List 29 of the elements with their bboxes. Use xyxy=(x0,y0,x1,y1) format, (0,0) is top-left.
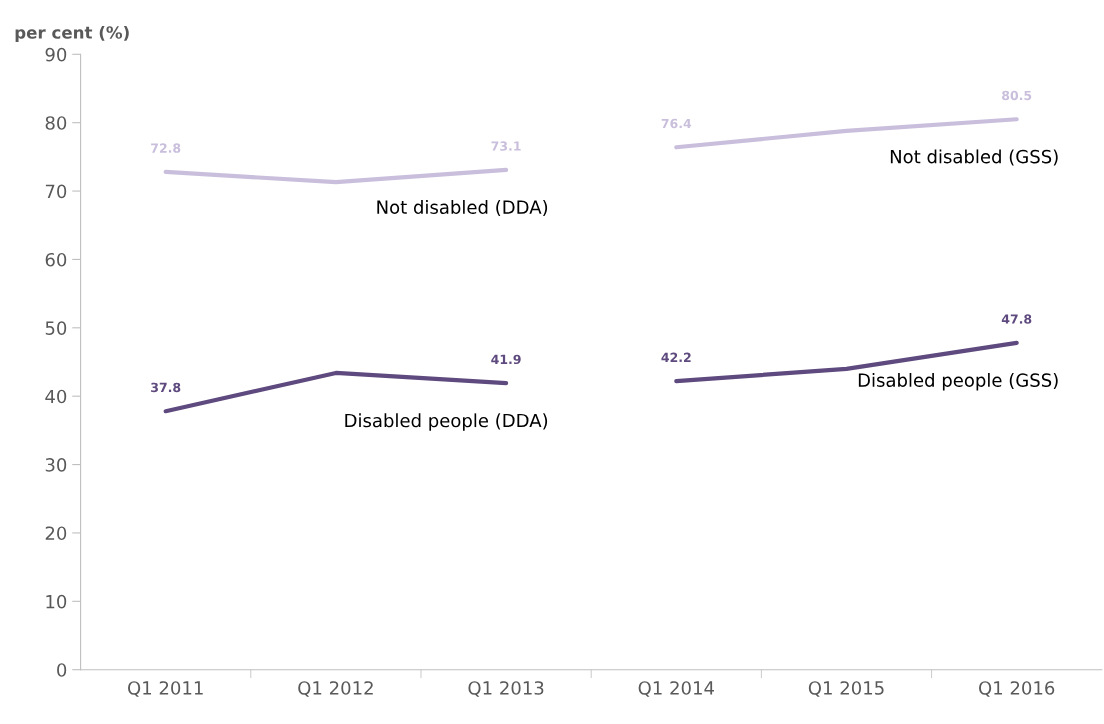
y-tick-label: 40 xyxy=(45,389,67,404)
y-tick-label: 20 xyxy=(45,526,67,541)
y-axis-title: per cent (%) xyxy=(15,25,129,42)
data-label: 80.5 xyxy=(1002,90,1032,101)
x-tick-label: Q1 2015 xyxy=(808,681,884,697)
x-tick-label: Q1 2011 xyxy=(128,681,203,697)
series-label: Not disabled (DDA) xyxy=(377,200,548,217)
data-label: 42.2 xyxy=(661,352,691,362)
y-tick-label: 90 xyxy=(45,47,67,62)
data-label: 73.1 xyxy=(491,141,521,151)
data-label: 76.4 xyxy=(661,118,692,129)
y-tick-label: 80 xyxy=(45,116,67,130)
x-tick-label: Q1 2013 xyxy=(468,681,544,697)
series-label: Not disabled (GSS) xyxy=(890,149,1058,166)
data-label: 47.8 xyxy=(1001,314,1032,324)
series-label: Disabled people (GSS) xyxy=(858,373,1058,391)
text: Disabled people (DDA) xyxy=(345,413,548,431)
x-tick-label: Q1 2012 xyxy=(298,681,373,697)
x-tick-label: Q1 2014 xyxy=(638,681,714,697)
y-tick-label: 70 xyxy=(45,184,67,199)
y-tick-label: 0 xyxy=(57,663,67,677)
data-label: 72.8 xyxy=(151,143,181,153)
y-tick-label: 50 xyxy=(45,321,67,335)
y-tick-label: 30 xyxy=(45,458,67,472)
y-tick-label: 60 xyxy=(45,252,67,267)
x-tick-label: Q1 2016 xyxy=(979,681,1055,697)
y-tick-label: 10 xyxy=(46,594,67,609)
data-label: 37.8 xyxy=(151,382,181,393)
data-label: 41.9 xyxy=(491,354,521,365)
